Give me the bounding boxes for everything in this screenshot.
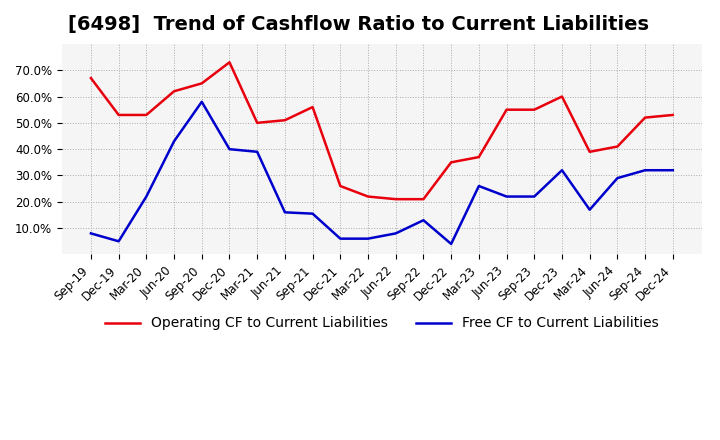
Operating CF to Current Liabilities <box>503 107 511 112</box>
Operating CF to Current Liabilities <box>142 112 150 117</box>
Operating CF to Current Liabilities <box>336 183 345 189</box>
Operating CF to Current Liabilities <box>447 160 456 165</box>
Free CF to Current Liabilities <box>585 207 594 213</box>
Line: Free CF to Current Liabilities: Free CF to Current Liabilities <box>91 102 672 244</box>
Free CF to Current Liabilities <box>170 139 179 144</box>
Free CF to Current Liabilities <box>447 241 456 246</box>
Operating CF to Current Liabilities <box>613 144 621 149</box>
Operating CF to Current Liabilities <box>585 149 594 154</box>
Line: Operating CF to Current Liabilities: Operating CF to Current Liabilities <box>91 62 672 199</box>
Free CF to Current Liabilities <box>86 231 95 236</box>
Free CF to Current Liabilities <box>114 238 123 244</box>
Operating CF to Current Liabilities <box>308 104 317 110</box>
Free CF to Current Liabilities <box>281 210 289 215</box>
Operating CF to Current Liabilities <box>392 197 400 202</box>
Free CF to Current Liabilities <box>392 231 400 236</box>
Free CF to Current Liabilities <box>336 236 345 241</box>
Free CF to Current Liabilities <box>197 99 206 104</box>
Operating CF to Current Liabilities <box>364 194 372 199</box>
Operating CF to Current Liabilities <box>114 112 123 117</box>
Free CF to Current Liabilities <box>558 168 567 173</box>
Free CF to Current Liabilities <box>641 168 649 173</box>
Free CF to Current Liabilities <box>225 147 234 152</box>
Operating CF to Current Liabilities <box>474 154 483 160</box>
Free CF to Current Liabilities <box>613 176 621 181</box>
Free CF to Current Liabilities <box>530 194 539 199</box>
Operating CF to Current Liabilities <box>641 115 649 120</box>
Legend: Operating CF to Current Liabilities, Free CF to Current Liabilities: Operating CF to Current Liabilities, Fre… <box>100 311 664 336</box>
Free CF to Current Liabilities <box>253 149 261 154</box>
Operating CF to Current Liabilities <box>419 197 428 202</box>
Free CF to Current Liabilities <box>474 183 483 189</box>
Free CF to Current Liabilities <box>142 194 150 199</box>
Operating CF to Current Liabilities <box>86 76 95 81</box>
Operating CF to Current Liabilities <box>253 120 261 125</box>
Operating CF to Current Liabilities <box>530 107 539 112</box>
Text: [6498]  Trend of Cashflow Ratio to Current Liabilities: [6498] Trend of Cashflow Ratio to Curren… <box>68 15 649 34</box>
Free CF to Current Liabilities <box>419 218 428 223</box>
Operating CF to Current Liabilities <box>281 117 289 123</box>
Operating CF to Current Liabilities <box>197 81 206 86</box>
Operating CF to Current Liabilities <box>170 88 179 94</box>
Operating CF to Current Liabilities <box>225 60 234 65</box>
Free CF to Current Liabilities <box>308 211 317 216</box>
Free CF to Current Liabilities <box>668 168 677 173</box>
Free CF to Current Liabilities <box>364 236 372 241</box>
Free CF to Current Liabilities <box>503 194 511 199</box>
Operating CF to Current Liabilities <box>558 94 567 99</box>
Operating CF to Current Liabilities <box>668 112 677 117</box>
